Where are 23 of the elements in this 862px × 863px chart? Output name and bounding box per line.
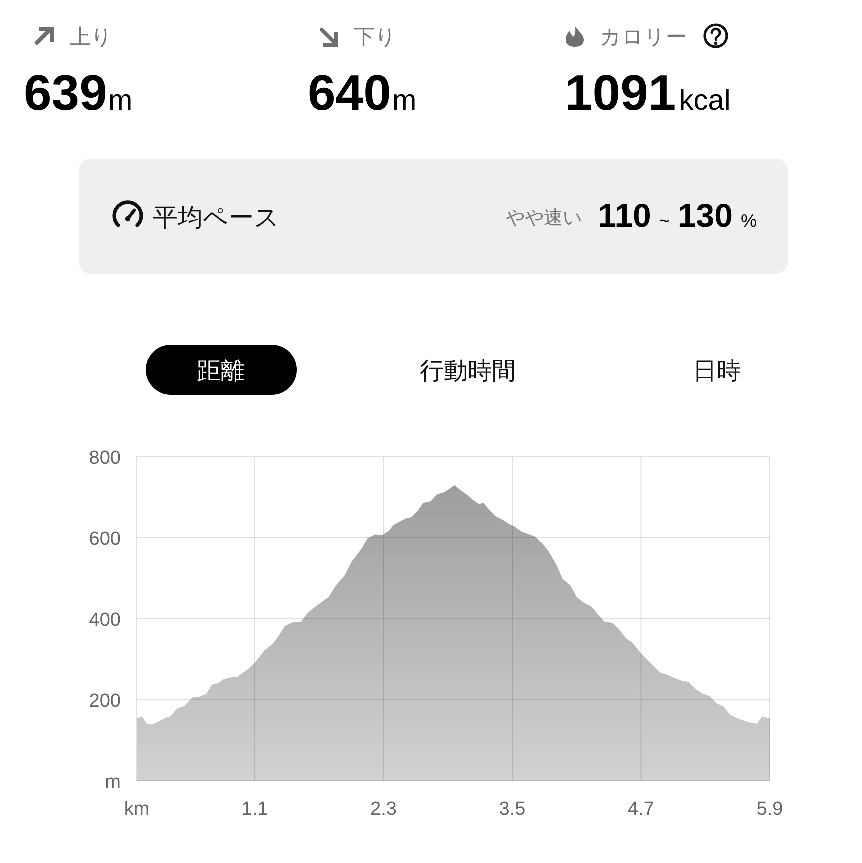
text: やや速い xyxy=(506,208,582,229)
y-tick-label: 400 xyxy=(89,610,121,631)
text: 行動時間 xyxy=(420,358,516,385)
text: 1091kcal xyxy=(565,65,731,121)
x-tick-label: 1.1 xyxy=(242,799,268,820)
y-tick-label: 600 xyxy=(89,529,121,550)
text: 640m xyxy=(308,65,417,121)
text: 110~130% xyxy=(598,197,757,234)
x-tick-label: 4.7 xyxy=(628,799,654,820)
x-tick-label: 2.3 xyxy=(370,799,397,820)
text: 639m xyxy=(24,65,133,121)
y-tick-label: 200 xyxy=(89,691,121,712)
text: 日時 xyxy=(693,358,741,385)
y-tick-label: 800 xyxy=(89,448,121,469)
y-tick-label: m xyxy=(105,772,121,793)
text: 上り xyxy=(70,26,113,49)
x-tick-label: km xyxy=(124,799,150,820)
text: 距離 xyxy=(197,358,245,385)
text: カロリー xyxy=(600,26,687,49)
x-tick-label: 5.9 xyxy=(756,799,784,820)
x-tick-label: 3.5 xyxy=(499,799,526,820)
text: 下り xyxy=(354,26,397,49)
text: 平均ペース xyxy=(153,204,280,232)
